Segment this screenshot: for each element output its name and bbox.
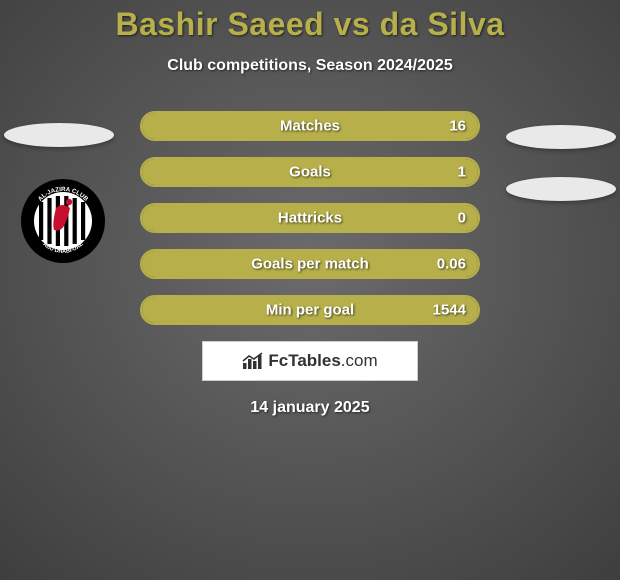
stat-label: Matches [280, 118, 340, 135]
right-player-pill-2 [506, 177, 616, 201]
subtitle: Club competitions, Season 2024/2025 [0, 57, 620, 75]
stat-row: Goals per match 0.06 [140, 249, 480, 279]
stat-value: 1 [458, 164, 466, 181]
stat-value: 0.06 [437, 256, 466, 273]
brand-chart-icon [242, 352, 264, 370]
date-text: 14 january 2025 [0, 399, 620, 417]
left-player-pill [4, 123, 114, 147]
stats-panel: Matches 16 Goals 1 Hattricks 0 Goals per match… [140, 111, 480, 325]
brand-box: FcTables.com [202, 341, 418, 381]
right-player-pill-1 [506, 125, 616, 149]
page-title: Bashir Saeed vs da Silva [0, 0, 620, 43]
stat-row: Goals 1 [140, 157, 480, 187]
stat-value: 1544 [433, 302, 466, 319]
stat-label: Hattricks [278, 210, 342, 227]
brand-name: FcTables.com [268, 351, 377, 371]
stat-label: Goals [289, 164, 331, 181]
stat-label: Min per goal [266, 302, 354, 319]
stat-value: 16 [449, 118, 466, 135]
stat-row: Min per goal 1544 [140, 295, 480, 325]
stat-value: 0 [458, 210, 466, 227]
stat-row: Hattricks 0 [140, 203, 480, 233]
stat-row: Matches 16 [140, 111, 480, 141]
club-badge: AL-JAZIRA CLUB ABU DHABI-UAE [20, 178, 106, 264]
stat-label: Goals per match [251, 256, 369, 273]
